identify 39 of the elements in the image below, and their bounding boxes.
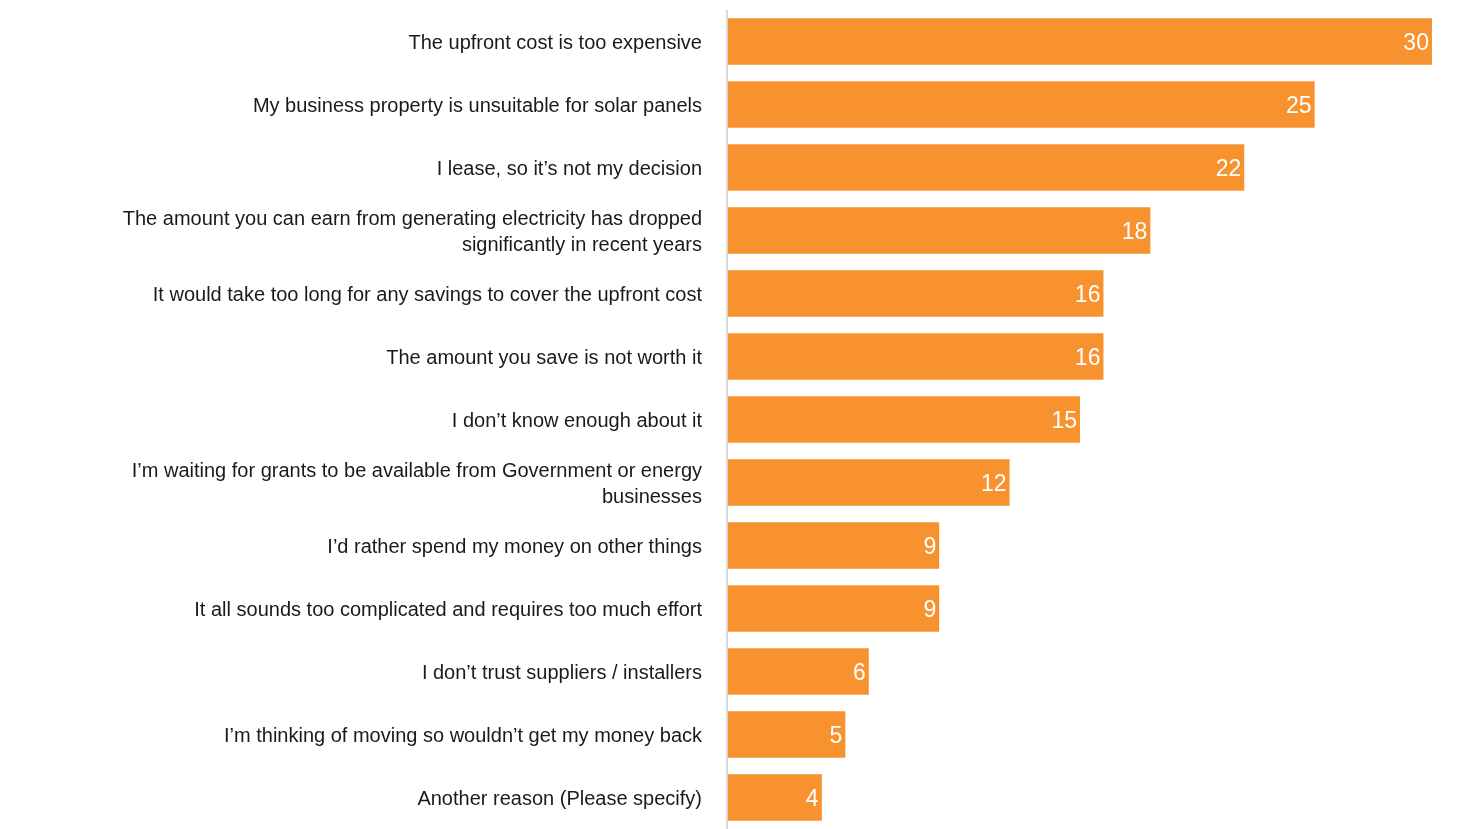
- data-label: 25: [1286, 91, 1312, 118]
- bar: [728, 333, 1104, 380]
- y-tick-label: I’m thinking of moving so wouldn’t get my money back: [224, 723, 703, 746]
- y-tick-label: I’m waiting for grants to be available from Government or energy businesses: [131, 458, 702, 507]
- data-label: 12: [980, 469, 1007, 496]
- y-tick-label: I’d rather spend my money on other things: [327, 534, 702, 557]
- data-label: 9: [923, 532, 937, 559]
- bar: [728, 144, 1245, 191]
- data-label: 30: [1403, 28, 1429, 55]
- data-label: 9: [923, 595, 937, 622]
- bar: [728, 459, 1010, 506]
- data-label: 6: [852, 658, 866, 685]
- y-tick-label: The amount you can earn from generating electricity has dropped significantly in recent years: [122, 206, 702, 255]
- bar: [728, 207, 1151, 254]
- bar: [728, 774, 822, 821]
- bar: [728, 711, 846, 758]
- data-label: 15: [1051, 406, 1077, 433]
- data-label: 16: [1074, 343, 1101, 370]
- bar: [728, 81, 1315, 128]
- data-label: 5: [829, 721, 843, 748]
- bar: [728, 396, 1080, 443]
- bar: [728, 522, 940, 569]
- data-label: 4: [805, 784, 819, 811]
- data-label: 22: [1215, 154, 1242, 181]
- bar: [728, 18, 1432, 65]
- y-tick-label: It would take too long for any savings to cover the upfront cost: [152, 282, 703, 305]
- bar: [728, 648, 869, 695]
- bar: [728, 270, 1104, 317]
- y-tick-label: It all sounds too complicated and requires too much effort: [194, 597, 703, 620]
- bar: [728, 585, 940, 632]
- y-tick-label: The amount you save is not worth it: [386, 345, 703, 368]
- y-tick-label: The upfront cost is too expensive: [408, 30, 702, 53]
- y-tick-label: I don’t trust suppliers / installers: [421, 660, 702, 683]
- y-tick-label: Another reason (Please specify): [417, 786, 702, 809]
- y-tick-label: My business property is unsuitable for solar panels: [252, 93, 702, 116]
- y-tick-label: I don’t know enough about it: [451, 408, 703, 431]
- data-label: 18: [1121, 217, 1148, 244]
- y-tick-label: I lease, so it’s not my decision: [436, 156, 702, 179]
- data-label: 16: [1074, 280, 1101, 307]
